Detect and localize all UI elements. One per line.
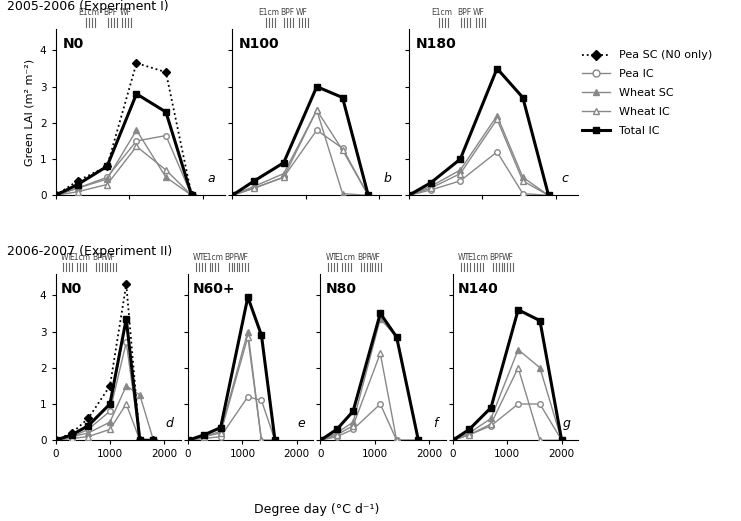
Text: WT: WT xyxy=(193,253,205,262)
Text: a: a xyxy=(207,172,215,185)
Text: e: e xyxy=(298,417,305,430)
Text: BPF: BPF xyxy=(92,253,106,262)
Text: WF: WF xyxy=(236,253,248,262)
Text: BPF: BPF xyxy=(280,8,294,17)
Text: WT: WT xyxy=(458,253,470,262)
Text: WF: WF xyxy=(369,253,381,262)
Text: E1cm: E1cm xyxy=(431,8,453,17)
Text: E1cm: E1cm xyxy=(79,8,99,17)
Legend: Pea SC (N0 only), Pea IC, Wheat SC, Wheat IC, Total IC: Pea SC (N0 only), Pea IC, Wheat SC, Whea… xyxy=(577,46,717,141)
Text: N0: N0 xyxy=(62,37,84,51)
Text: Degree day (°C d⁻¹): Degree day (°C d⁻¹) xyxy=(254,503,379,516)
Text: E1cm: E1cm xyxy=(259,8,279,17)
Text: 2005-2006 (Experiment I): 2005-2006 (Experiment I) xyxy=(7,0,169,13)
Text: WT: WT xyxy=(325,253,337,262)
Text: WF: WF xyxy=(296,8,308,17)
Text: g: g xyxy=(562,417,571,430)
Text: WF: WF xyxy=(502,253,514,262)
Text: N180: N180 xyxy=(416,37,456,51)
Text: N0: N0 xyxy=(61,282,82,296)
Text: d: d xyxy=(165,417,173,430)
Text: BPF: BPF xyxy=(225,253,239,262)
Text: WF: WF xyxy=(104,253,116,262)
Text: N100: N100 xyxy=(239,37,279,51)
Text: f: f xyxy=(433,417,438,430)
Text: E1cm: E1cm xyxy=(334,253,356,262)
Y-axis label: Green LAI (m² m⁻²): Green LAI (m² m⁻²) xyxy=(24,58,34,166)
Text: E1cm: E1cm xyxy=(202,253,223,262)
Text: E1cm: E1cm xyxy=(467,253,488,262)
Text: N80: N80 xyxy=(325,282,356,296)
Text: WT: WT xyxy=(60,253,73,262)
Text: E1cm: E1cm xyxy=(70,253,90,262)
Text: BPF: BPF xyxy=(489,253,503,262)
Text: BPF: BPF xyxy=(104,8,118,17)
Text: WF: WF xyxy=(473,8,485,17)
Text: 2006-2007 (Experiment II): 2006-2007 (Experiment II) xyxy=(7,245,173,258)
Text: BPF: BPF xyxy=(357,253,371,262)
Text: b: b xyxy=(383,172,391,185)
Text: c: c xyxy=(561,172,568,185)
Text: N60+: N60+ xyxy=(193,282,236,296)
Text: WF: WF xyxy=(119,8,131,17)
Text: N140: N140 xyxy=(458,282,499,296)
Text: BPF: BPF xyxy=(457,8,471,17)
